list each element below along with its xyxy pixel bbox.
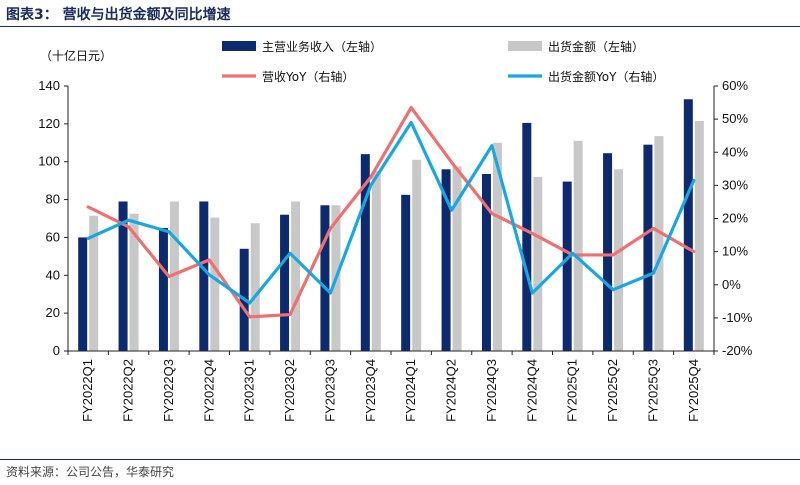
left-tick-label: 100	[38, 154, 60, 169]
category-label: FY2023Q1	[242, 359, 257, 422]
shipment-bar	[694, 121, 704, 352]
revenue-bar	[78, 237, 88, 351]
legend-revenue-label: 主营业务收入（左轴）	[262, 39, 382, 54]
bars-layer	[78, 99, 704, 352]
shipment-bar	[614, 169, 624, 351]
revenue-bar	[562, 181, 572, 351]
category-label: FY2025Q3	[645, 359, 660, 422]
source-note: 资料来源：公司公告，华泰研究	[6, 465, 175, 479]
revenue-bar	[360, 154, 370, 351]
revenue-bar	[118, 201, 128, 351]
left-tick-label: 140	[38, 78, 60, 93]
shipment-bar	[210, 217, 220, 351]
shipment-bar	[89, 215, 99, 351]
legend-shipment-yoy-label: 出货金额YoY（右轴）	[548, 69, 664, 84]
category-label: FY2023Q4	[363, 359, 378, 422]
left-tick-label: 120	[38, 116, 60, 131]
category-label: FY2025Q4	[686, 359, 701, 422]
shipment-yoy-line	[86, 120, 696, 305]
unit-label: （十亿日元）	[40, 48, 112, 63]
shipment-bar	[169, 201, 179, 351]
category-label: FY2025Q2	[605, 359, 620, 422]
shipment-bar	[250, 223, 260, 351]
category-label: FY2024Q1	[403, 359, 418, 422]
right-tick-label: 40%	[722, 144, 748, 159]
right-tick-label: 10%	[722, 244, 748, 259]
right-tick-label: 30%	[722, 177, 748, 192]
shipment-bar	[129, 213, 139, 351]
category-label: FY2022Q1	[80, 359, 95, 422]
shipment-bar	[291, 201, 301, 351]
category-label: FY2025Q1	[565, 359, 580, 422]
category-label: FY2022Q2	[121, 359, 136, 422]
revenue-bar	[643, 144, 653, 351]
revenue-bar	[522, 122, 532, 352]
legend-shipment-swatch	[508, 41, 542, 51]
shipment-bar	[573, 140, 583, 351]
revenue-bar	[683, 99, 693, 351]
revenue-bar	[603, 153, 613, 351]
shipment-bar	[492, 142, 502, 351]
chart-title: 图表3： 营收与出货金额及同比增速	[6, 7, 231, 23]
revenue-bar	[280, 214, 290, 351]
shipment-bar	[654, 136, 664, 351]
right-tick-label: 50%	[722, 111, 748, 126]
shipment-bar	[412, 159, 422, 351]
legend: 主营业务收入（左轴） 出货金额（左轴） 营收YoY（右轴） 出货金额YoY（右轴）	[222, 39, 664, 84]
legend-shipment-label: 出货金额（左轴）	[548, 39, 644, 54]
revenue-bar	[199, 201, 209, 351]
source-divider	[0, 459, 800, 460]
revenue-bar	[441, 169, 451, 351]
revenue-yoy-line	[86, 105, 696, 319]
shipment-bar	[452, 166, 462, 351]
legend-revenue-swatch	[222, 41, 256, 51]
left-tick-label: 80	[46, 192, 60, 207]
right-tick-label: 60%	[722, 78, 748, 93]
category-label: FY2022Q3	[161, 359, 176, 422]
left-tick-label: 40	[46, 267, 60, 282]
category-label: FY2023Q3	[322, 359, 337, 422]
shipment-bar	[533, 176, 543, 351]
shipment-bar	[371, 171, 381, 351]
left-tick-label: 20	[46, 305, 60, 320]
revenue-bar	[158, 227, 168, 351]
revenue-bar	[320, 205, 330, 351]
axes-layer: 0 20 40 60 80 100 120 140 -20% -10% 0% 10% 20% 30% 40%…	[38, 78, 752, 422]
lines-layer	[86, 105, 696, 319]
right-tick-label: 20%	[722, 211, 748, 226]
category-label: FY2024Q2	[444, 359, 459, 422]
category-label: FY2022Q4	[201, 359, 216, 422]
legend-revenue-yoy-label: 营收YoY（右轴）	[262, 69, 354, 84]
right-tick-label: -20%	[722, 343, 753, 358]
category-label: FY2023Q2	[282, 359, 297, 422]
chart-area: （十亿日元） 主营业务收入（左轴） 出货金额（左轴） 营收YoY（右轴） 出货金额Yo…	[38, 39, 752, 422]
left-tick-label: 0	[53, 343, 60, 358]
revenue-bar	[401, 194, 411, 351]
revenue-bar	[481, 174, 491, 351]
right-tick-label: -10%	[722, 310, 753, 325]
category-label: FY2024Q4	[524, 359, 539, 422]
category-label: FY2024Q3	[484, 359, 499, 422]
right-tick-label: 0%	[722, 277, 741, 292]
title-divider	[0, 26, 800, 27]
left-tick-label: 60	[46, 229, 60, 244]
